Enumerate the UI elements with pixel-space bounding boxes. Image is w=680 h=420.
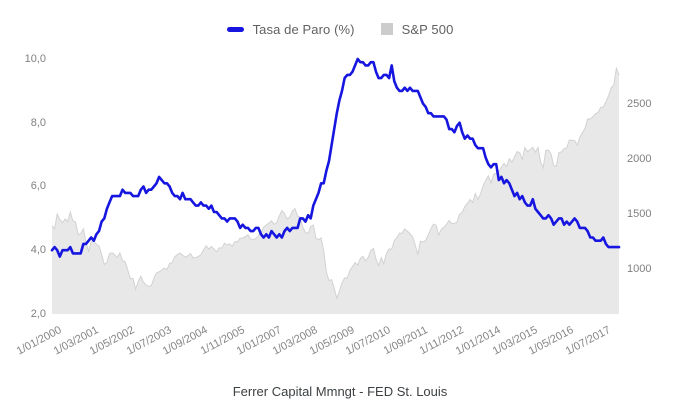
line-series-swatch-icon: [226, 26, 244, 32]
legend-item-tasa-de-paro: Tasa de Paro (%): [226, 21, 355, 37]
left-axis-tick-label: 2,0: [30, 308, 46, 320]
tasa-de-paro-line-series: [50, 57, 621, 258]
right-axis-tick-label: 2000: [627, 153, 652, 166]
left-axis-tick-label: 10,0: [24, 52, 46, 65]
area-series-swatch-icon: [380, 23, 393, 35]
chart-legend: Tasa de Paro (%) S&P 500: [0, 21, 680, 37]
left-axis-tick-label: 8,0: [30, 116, 46, 129]
right-axis-tick-label: 2500: [627, 98, 652, 111]
legend-label-tasa-de-paro: Tasa de Paro (%): [252, 21, 355, 37]
legend-label-sp500: S&P 500: [401, 21, 454, 37]
right-axis-tick-label: 1000: [627, 263, 652, 276]
right-axis-tick-label: 1500: [627, 208, 652, 221]
chart-source-caption: Ferrer Capital Mmngt - FED St. Louis: [232, 384, 448, 399]
sp500-area-edge: [51, 66, 620, 300]
legend-item-sp500: S&P 500: [380, 21, 454, 37]
left-axis-tick-label: 6,0: [30, 180, 46, 193]
sp500-area-series: [52, 68, 619, 315]
left-axis-tick-label: 4,0: [30, 244, 46, 257]
